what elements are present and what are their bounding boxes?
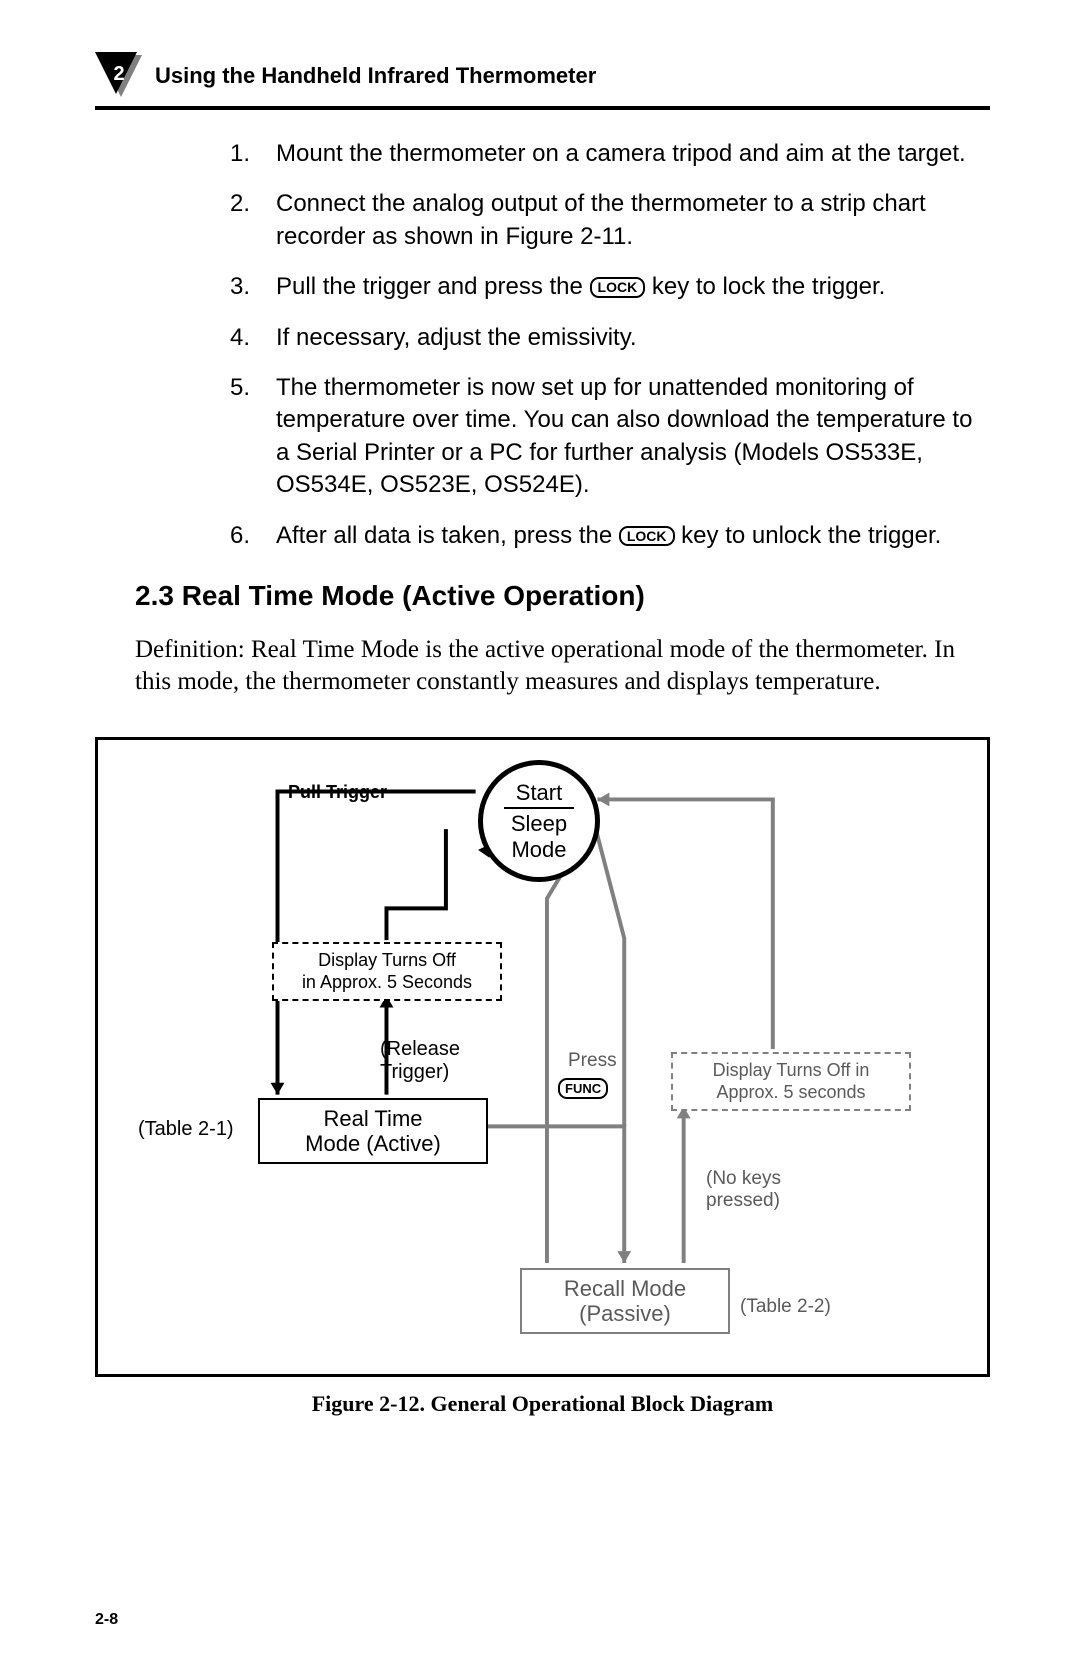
realtime-mode-box: Real TimeMode (Active) [258,1098,488,1164]
block-diagram: Start SleepMode Pull Trigger (ReleaseTrigge… [95,737,990,1377]
step-number: 1. [220,138,250,170]
display-off-right-note: Display Turns Off inApprox. 5 seconds [671,1052,911,1111]
table-2-1-label: (Table 2-1) [138,1118,234,1141]
step-number: 6. [220,520,250,552]
section-heading: 2.3 Real Time Mode (Active Operation) [135,580,990,612]
step-text: Mount the thermometer on a camera tripod… [276,138,980,170]
pull-trigger-label: Pull Trigger [288,782,387,803]
release-trigger-label: (ReleaseTrigger) [380,1038,460,1084]
start-label-mid: Sleep [511,811,567,836]
table-2-2-label: (Table 2-2) [740,1296,831,1318]
step-item: 6. After all data is taken, press the LOC… [220,520,980,552]
page-number: 2-8 [95,1611,118,1629]
step-number: 4. [220,322,250,354]
display-off-left-note: Display Turns Offin Approx. 5 Seconds [272,942,502,1001]
step-item: 4. If necessary, adjust the emissivity. [220,322,980,354]
step-text: Connect the analog output of the thermom… [276,188,980,253]
step-number: 2. [220,188,250,253]
step-item: 3. Pull the trigger and press the LOCK ke… [220,271,980,303]
chapter-number: 2 [95,52,143,96]
page-header: 2 Using the Handheld Infrared Thermomete… [95,52,990,100]
chapter-title: Using the Handheld Infrared Thermometer [155,63,596,89]
lock-key-icon: LOCK [590,277,646,298]
chapter-badge: 2 [95,52,143,100]
lock-key-icon: LOCK [619,526,675,547]
step-number: 5. [220,372,250,502]
section-definition: Definition: Real Time Mode is the active… [135,634,985,699]
steps-list: 1. Mount the thermometer on a camera trip… [220,138,980,552]
step-text: Pull the trigger and press the LOCK key … [276,271,980,303]
diagram-wrap: Start SleepMode Pull Trigger (ReleaseTrigge… [95,737,990,1417]
step-number: 3. [220,271,250,303]
step-item: 1. Mount the thermometer on a camera trip… [220,138,980,170]
step-item: 2. Connect the analog output of the therm… [220,188,980,253]
step-text: The thermometer is now set up for unatte… [276,372,980,502]
step-item: 5.The thermometer is now set up for unat… [220,372,980,502]
press-label: Press [568,1050,617,1072]
no-keys-label: (No keyspressed) [706,1168,781,1212]
figure-caption: Figure 2-12. General Operational Block D… [95,1391,990,1417]
start-label-bot: Mode [511,837,566,862]
step-text: After all data is taken, press the LOCK … [276,520,980,552]
recall-mode-box: Recall Mode(Passive) [520,1268,730,1334]
func-key-icon: FUNC [558,1078,608,1099]
step-text: If necessary, adjust the emissivity. [276,322,980,354]
start-node: Start SleepMode [478,760,600,882]
start-label-top: Start [516,780,562,805]
header-rule [95,106,990,110]
start-divider [504,807,574,809]
